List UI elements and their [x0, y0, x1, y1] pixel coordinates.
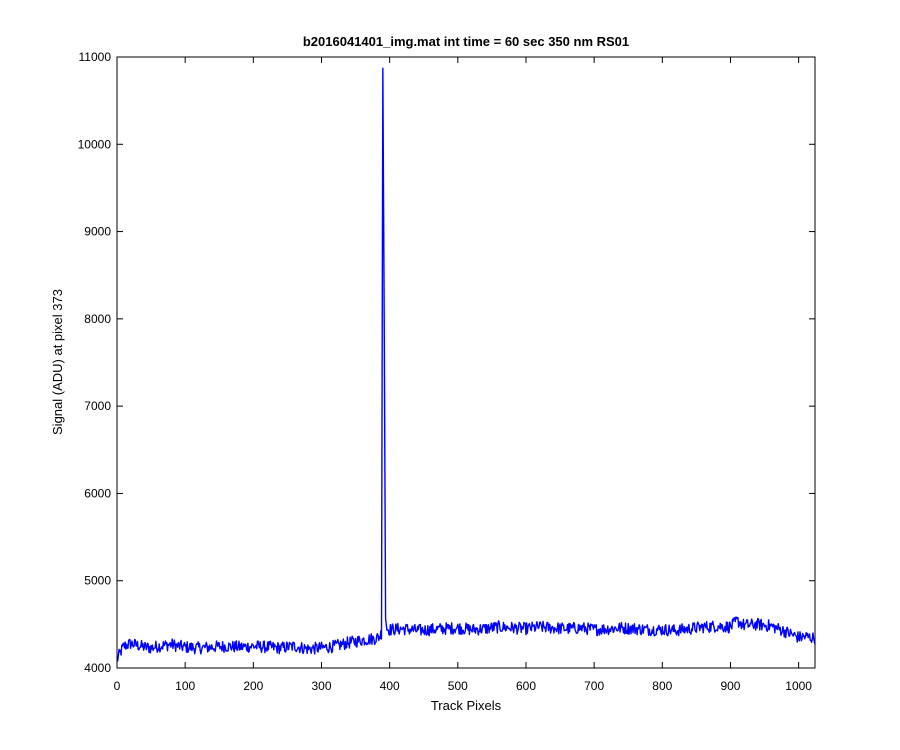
x-tick-label: 100	[175, 679, 195, 693]
x-tick-label: 400	[380, 679, 400, 693]
x-tick-label: 1000	[785, 679, 812, 693]
x-tick-label: 200	[243, 679, 263, 693]
y-tick-label: 6000	[84, 486, 111, 500]
x-tick-label: 800	[652, 679, 672, 693]
y-tick-label: 5000	[84, 574, 111, 588]
x-axis-label: Track Pixels	[431, 698, 502, 713]
x-axis: 0 100 200 300 400 500 600 700 800 900 1000	[114, 57, 812, 693]
x-tick-label: 500	[448, 679, 468, 693]
signal-series-line	[116, 67, 816, 662]
x-tick-label: 900	[720, 679, 740, 693]
x-tick-label: 300	[311, 679, 331, 693]
x-tick-label: 700	[584, 679, 604, 693]
plot-series	[116, 67, 816, 662]
y-axis: 4000 5000 6000 7000 8000 9000 10000 11000	[78, 50, 815, 675]
y-tick-label: 11000	[79, 50, 112, 64]
y-axis-label: Signal (ADU) at pixel 373	[50, 289, 65, 435]
x-tick-label: 0	[114, 679, 121, 693]
chart-title: b2016041401_img.mat int time = 60 sec 35…	[303, 34, 629, 49]
y-tick-label: 10000	[78, 137, 112, 151]
x-tick-label: 600	[516, 679, 536, 693]
y-tick-label: 7000	[84, 399, 111, 413]
y-tick-label: 4000	[84, 661, 111, 675]
y-tick-label: 9000	[84, 225, 111, 239]
y-tick-label: 8000	[84, 312, 111, 326]
plot-frame	[116, 56, 816, 669]
